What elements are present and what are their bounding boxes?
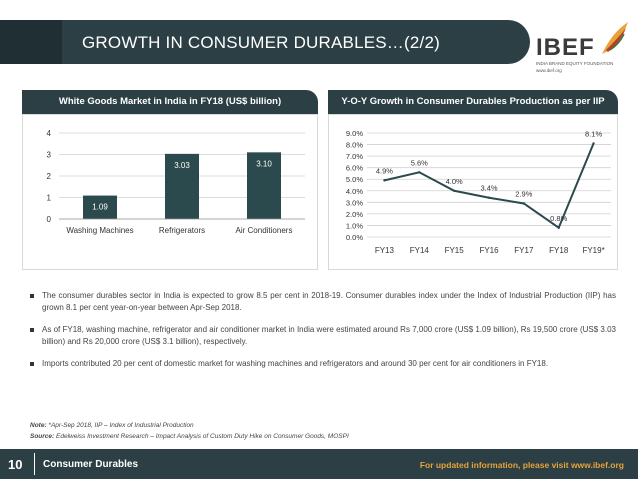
y-tick-label: 9.0%: [346, 129, 363, 138]
y-tick-label: 8.0%: [346, 141, 363, 150]
note-text: *Apr-Sep 2018, IIP – Index of Industrial…: [46, 422, 194, 429]
line-chart-panel: 0.0% 1.0% 2.0% 3.0% 4.0% 5.0% 6.0% 7.0% 8.0% 9.0%…: [328, 114, 618, 270]
title-bar: [0, 20, 530, 64]
bullet-marker-icon: [30, 362, 34, 366]
data-point: [418, 171, 421, 174]
x-tick-label: FY16: [479, 246, 499, 255]
data-point: [487, 196, 491, 199]
bullet-item: As of FY18, washing machine, refrigerato…: [30, 324, 616, 348]
y-tick-label: 2: [47, 172, 52, 181]
bar: [247, 152, 281, 219]
y-tick-label: 4.0%: [346, 187, 363, 196]
bullet-text: The consumer durables sector in India is…: [42, 291, 616, 312]
x-tick-label: FY17: [514, 246, 534, 255]
bar: [83, 195, 117, 219]
line-chart: 0.0% 1.0% 2.0% 3.0% 4.0% 5.0% 6.0% 7.0% 8.0% 9.0%…: [346, 129, 611, 255]
bar-chart: 0 1 2 3 4 1.09 Washing Machines 3.03 Refrigerato…: [47, 129, 305, 235]
footer-link[interactable]: For updated information, please visit ww…: [419, 460, 624, 470]
note-label: Note:: [30, 422, 47, 429]
bullet-item: Imports contributed 20 per cent of domes…: [30, 358, 616, 370]
y-tick-label: 7.0%: [346, 152, 363, 161]
y-tick-label: 2.0%: [346, 210, 363, 219]
point-value-label: 0.8%: [550, 214, 567, 223]
data-point: [557, 226, 560, 229]
y-tick-label: 0: [47, 215, 52, 224]
y-tick-label: 1: [47, 194, 52, 203]
x-tick-label: FY18: [549, 246, 569, 255]
line-chart-header: Y-O-Y Growth in Consumer Durables Produc…: [328, 90, 618, 114]
point-value-label: 8.1%: [585, 129, 602, 138]
title-accent: [0, 20, 62, 64]
page-title: GROWTH IN CONSUMER DURABLES…(2/2): [82, 33, 440, 52]
y-tick-label: 5.0%: [346, 175, 363, 184]
y-tick-label: 3.0%: [346, 198, 363, 207]
x-tick-label: Refrigerators: [159, 226, 205, 235]
x-tick-label: Washing Machines: [66, 226, 133, 235]
logo-url: www.ibef.org: [536, 68, 562, 73]
bullet-item: The consumer durables sector in India is…: [30, 290, 616, 314]
logo-wordmark: IBEF: [536, 34, 595, 61]
source: Source: Edelweiss Investment Research – …: [30, 433, 349, 440]
footer-section: Consumer Durables: [43, 459, 139, 470]
point-value-label: 3.4%: [480, 184, 497, 193]
y-tick-label: 3: [47, 151, 52, 160]
bar-chart-panel: 0 1 2 3 4 1.09 Washing Machines 3.03 Refrigerato…: [22, 114, 318, 270]
data-point: [452, 189, 456, 192]
footer-bar: [0, 449, 638, 479]
logo-subtitle: INDIA BRAND EQUITY FOUNDATION: [536, 61, 614, 66]
point-value-label: 5.6%: [411, 158, 428, 167]
x-tick-label: FY14: [410, 246, 430, 255]
bullet-text: As of FY18, washing machine, refrigerato…: [42, 325, 616, 346]
x-tick-label: FY13: [375, 246, 395, 255]
footer-divider: [34, 453, 35, 475]
y-tick-label: 6.0%: [346, 164, 363, 173]
x-tick-label: FY19*: [582, 246, 604, 255]
bar-chart-header: White Goods Market in India in FY18 (US$…: [22, 90, 318, 114]
bullet-marker-icon: [30, 328, 34, 332]
data-point: [383, 179, 386, 182]
bullet-marker-icon: [30, 294, 34, 298]
point-value-label: 4.9%: [376, 166, 393, 175]
bar-value-label: 3.03: [174, 161, 190, 170]
note: Note: *Apr-Sep 2018, IIP – Index of Indu…: [30, 422, 194, 429]
bullet-text: Imports contributed 20 per cent of domes…: [42, 359, 549, 368]
bullet-list: The consumer durables sector in India is…: [30, 290, 616, 380]
bar-value-label: 1.09: [92, 203, 108, 212]
data-point: [592, 142, 595, 145]
point-value-label: 4.0%: [446, 177, 463, 186]
point-value-label: 2.9%: [515, 189, 532, 198]
y-tick-label: 0.0%: [346, 233, 363, 242]
y-tick-label: 4: [47, 129, 52, 138]
x-tick-label: Air Conditioners: [236, 226, 293, 235]
bird-logo-icon: [602, 22, 628, 54]
ibef-logo[interactable]: IBEF INDIA BRAND EQUITY FOUNDATION www.i…: [536, 20, 632, 74]
source-label: Source:: [30, 433, 55, 440]
y-tick-label: 1.0%: [346, 221, 363, 230]
source-text: Edelweiss Investment Research – Impact A…: [54, 433, 349, 440]
bar-value-label: 3.10: [256, 159, 272, 168]
page-number: 10: [8, 457, 23, 472]
x-tick-label: FY15: [445, 246, 465, 255]
data-point: [522, 202, 526, 205]
bar: [165, 153, 199, 219]
